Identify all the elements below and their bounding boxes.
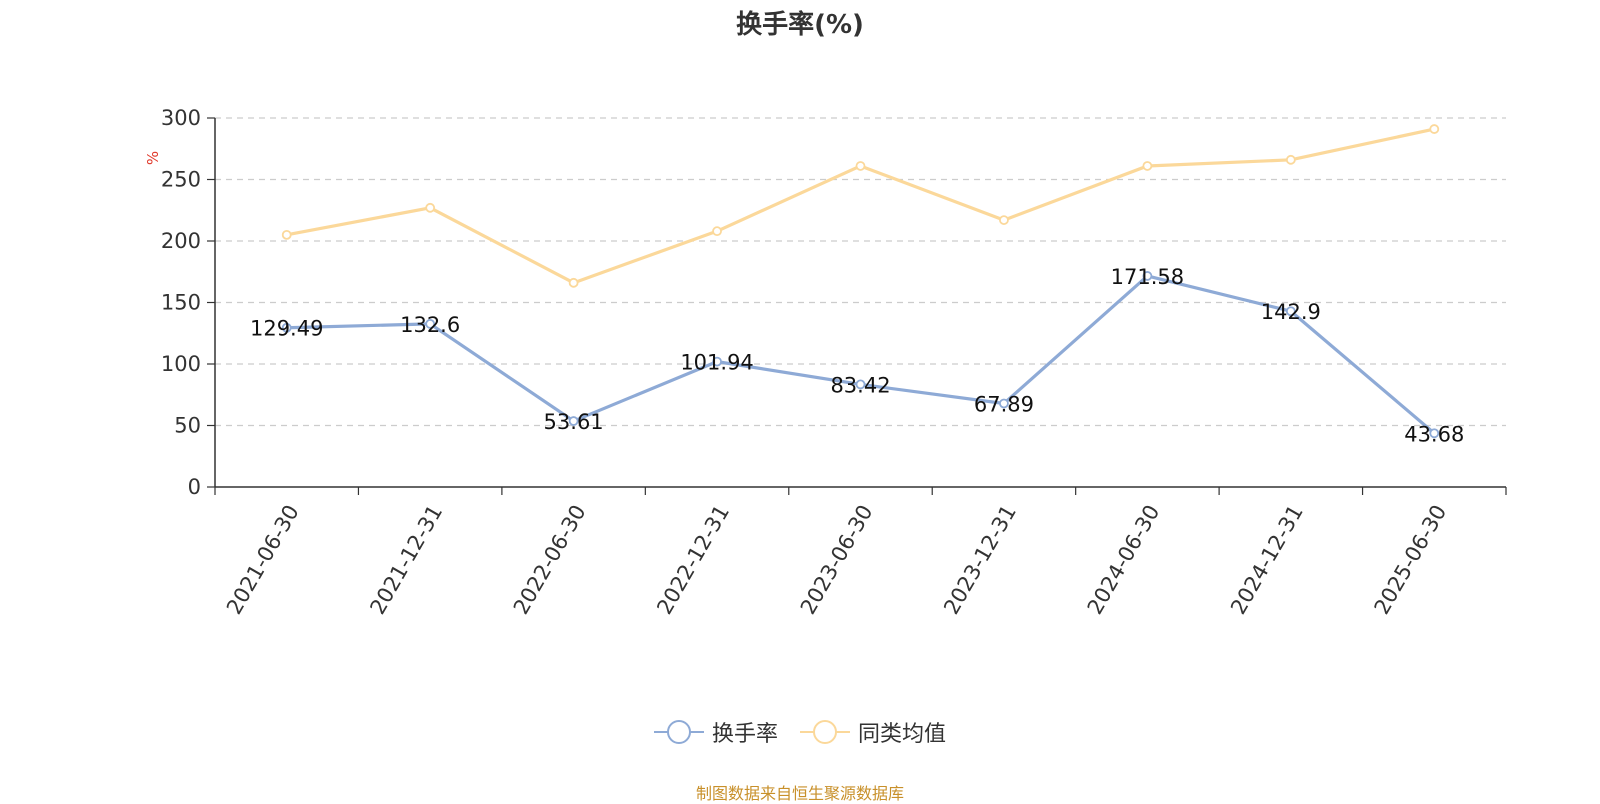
y-axis-unit-label: %: [144, 151, 162, 165]
legend-item-peer-average[interactable]: 同类均值: [800, 716, 946, 748]
x-tick-label: 2023-12-31: [939, 501, 1021, 619]
chart-title: 换手率(%): [736, 10, 864, 40]
x-tick-label: 2022-06-30: [509, 501, 591, 619]
data-point-turnover: [1142, 271, 1153, 281]
data-label: 129.49: [250, 317, 323, 341]
data-point-peer-average: [999, 215, 1009, 225]
y-tick-label: 0: [188, 475, 201, 499]
data-label: 67.89: [974, 392, 1034, 416]
data-label: 101.94: [680, 351, 753, 375]
x-tick-label: 2023-06-30: [796, 501, 878, 619]
y-tick-label: 150: [161, 291, 201, 315]
legend-label-turnover: 换手率: [711, 722, 778, 747]
data-label: 43.68: [1404, 422, 1464, 446]
data-point-peer-average: [1429, 124, 1440, 134]
x-tick-label: 2021-12-31: [365, 501, 447, 619]
data-point-peer-average: [1142, 161, 1153, 171]
legend: 换手率 同类均值: [0, 716, 1600, 748]
x-tick-label: 2024-06-30: [1083, 501, 1165, 619]
data-label: 142.9: [1261, 300, 1321, 324]
data-label: 132.6: [400, 313, 460, 337]
data-point-peer-average: [1285, 154, 1296, 165]
data-point-turnover: [1285, 306, 1296, 317]
data-point-peer-average: [281, 229, 292, 240]
data-point-turnover: [425, 319, 436, 329]
x-tick-label: 2025-06-30: [1370, 501, 1452, 619]
x-tick-label: 2024-12-31: [1226, 501, 1308, 619]
legend-swatch-turnover: [653, 719, 704, 745]
x-tick-label: 2022-12-31: [652, 501, 734, 619]
line-chart: 0 50 100 150 200 250 300% 2021-06-30 2021-12-31 2…: [144, 106, 1507, 619]
legend-label-peer-average: 同类均值: [858, 722, 947, 747]
legend-item-turnover[interactable]: 换手率: [653, 716, 778, 748]
data-point-peer-average: [568, 277, 579, 288]
y-tick-label: 100: [161, 352, 201, 376]
data-point-peer-average: [712, 226, 722, 237]
data-source-note: 制图数据来自恒生聚源数据库: [695, 784, 904, 803]
y-tick-label: 200: [161, 229, 201, 253]
series-line-peer-average: [286, 127, 1435, 285]
data-label: 83.42: [830, 373, 890, 397]
y-tick-label: 50: [174, 414, 201, 438]
data-label: 171.58: [1111, 265, 1184, 289]
data-point-turnover: [281, 322, 292, 333]
data-point-peer-average: [425, 202, 436, 213]
y-tick-label: 250: [161, 168, 201, 192]
data-point-turnover: [568, 416, 579, 426]
legend-swatch-peer-average: [800, 719, 850, 745]
data-point-peer-average: [855, 161, 866, 171]
data-point-turnover: [999, 398, 1009, 409]
x-tick-label: 2021-06-30: [222, 501, 304, 619]
data-label: 53.61: [544, 410, 604, 434]
data-point-turnover: [712, 356, 722, 367]
data-point-turnover: [1429, 428, 1440, 439]
y-tick-label: 300: [161, 106, 201, 130]
data-point-turnover: [855, 379, 866, 390]
